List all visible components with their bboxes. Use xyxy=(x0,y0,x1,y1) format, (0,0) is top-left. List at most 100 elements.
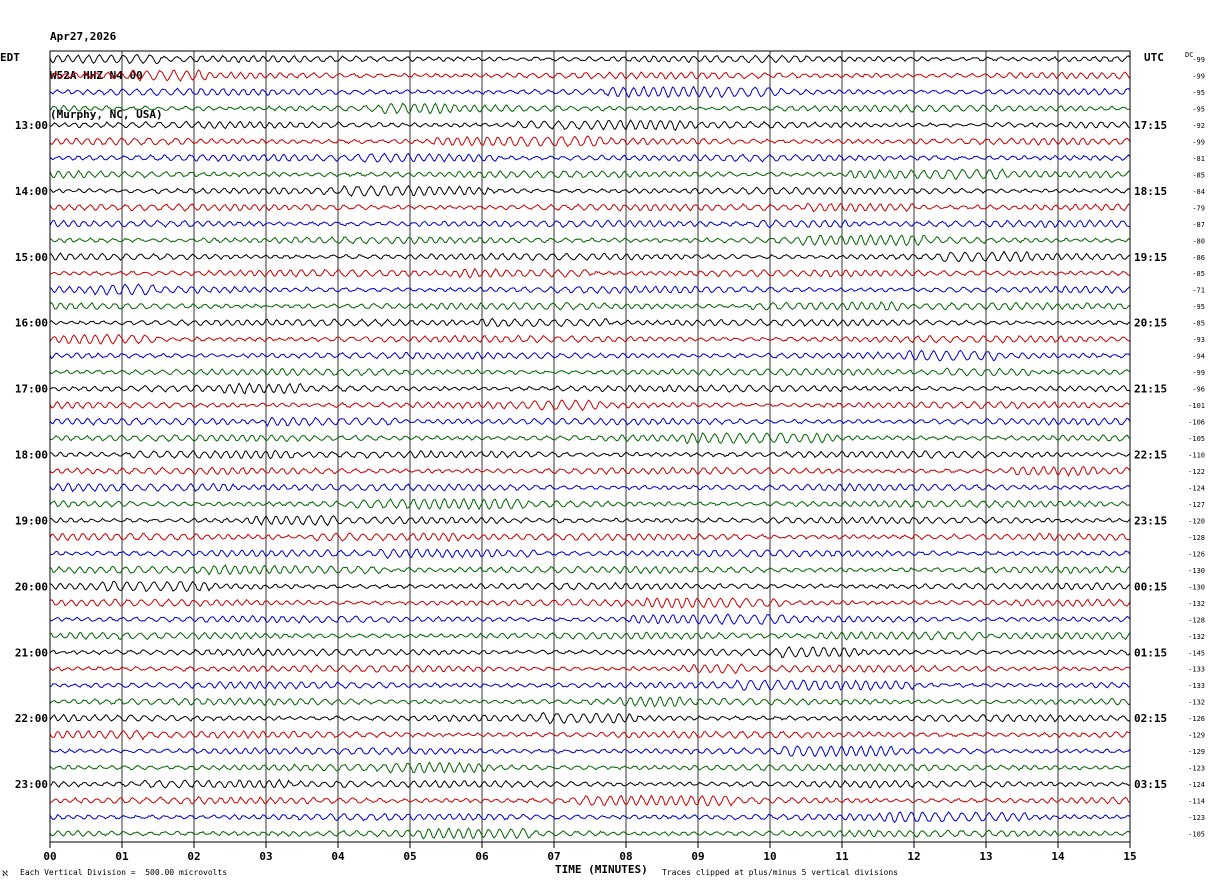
trace-row xyxy=(49,597,1131,609)
dc-offset-label: -106 xyxy=(1188,419,1205,427)
dc-offset-label: -128 xyxy=(1188,616,1205,624)
trace-row xyxy=(49,482,1131,493)
trace-row xyxy=(49,382,1131,395)
utc-time-label: 23:15 xyxy=(1134,514,1167,527)
utc-time-label: 00:15 xyxy=(1134,580,1167,593)
trace-row xyxy=(49,283,1131,296)
dc-offset-label: -132 xyxy=(1188,600,1205,608)
x-tick-label: 02 xyxy=(187,850,200,863)
utc-time-label: 22:15 xyxy=(1134,449,1167,462)
x-tick-label: 06 xyxy=(475,850,489,863)
edt-time-labels: 13:00 14:00 15:00 16:00 17:00 18:00 19:00 20:00… xyxy=(15,119,48,791)
dc-offset-label: -99 xyxy=(1192,72,1205,80)
utc-time-label: 18:15 xyxy=(1134,185,1167,198)
dc-offset-label: -85 xyxy=(1192,171,1205,179)
trace-row xyxy=(49,679,1131,691)
trace-row xyxy=(49,497,1131,511)
trace-row xyxy=(49,300,1131,312)
edt-label: EDT xyxy=(0,51,20,64)
x-tick-label: 01 xyxy=(115,850,129,863)
dc-offset-label: -123 xyxy=(1188,814,1205,822)
dc-offset-label: -80 xyxy=(1192,237,1205,245)
dc-offset-label: -79 xyxy=(1192,204,1205,212)
trace-row xyxy=(49,712,1131,725)
dc-offset-label: -126 xyxy=(1188,550,1205,558)
dc-offset-label: -86 xyxy=(1192,254,1205,262)
dc-offset-label: -130 xyxy=(1188,567,1205,575)
dc-offset-label: -110 xyxy=(1188,452,1205,460)
trace-row xyxy=(49,53,1131,65)
x-tick-label: 07 xyxy=(547,850,560,863)
dc-offset-label: -87 xyxy=(1192,221,1205,229)
trace-row xyxy=(49,202,1131,213)
dc-offset-label: -120 xyxy=(1188,517,1205,525)
x-tick-label: 05 xyxy=(403,850,416,863)
x-tick-label: 10 xyxy=(763,850,776,863)
trace-row xyxy=(49,630,1131,641)
dc-offset-label: -95 xyxy=(1192,303,1205,311)
trace-row xyxy=(49,267,1131,279)
dc-offset-label: -133 xyxy=(1188,666,1205,674)
trace-row xyxy=(49,219,1131,229)
dc-offset-label: -132 xyxy=(1188,633,1205,641)
x-tick-label: 15 xyxy=(1123,850,1136,863)
trace-row xyxy=(49,349,1131,362)
x-tick-label: 03 xyxy=(259,850,272,863)
dc-offset-label: -95 xyxy=(1192,89,1205,97)
dc-offset-label: -133 xyxy=(1188,682,1205,690)
edt-time-label: 21:00 xyxy=(15,646,48,659)
trace-row xyxy=(49,761,1131,774)
x-axis-title: TIME (MINUTES) xyxy=(555,863,648,876)
trace-row xyxy=(49,548,1131,559)
x-tick-label: 12 xyxy=(907,850,920,863)
trace-row xyxy=(49,184,1131,197)
scale-note: Each Vertical Division = 500.00 microvol… xyxy=(20,868,228,877)
edt-time-label: 22:00 xyxy=(15,712,48,725)
dc-offset-label: -99 xyxy=(1192,369,1205,377)
trace-row xyxy=(49,794,1131,807)
utc-time-label: 21:15 xyxy=(1134,383,1167,396)
edt-time-label: 14:00 xyxy=(15,185,48,198)
trace-row xyxy=(49,233,1131,247)
dc-offset-label: -124 xyxy=(1188,484,1205,492)
dc-offset-label: -95 xyxy=(1192,105,1205,113)
dc-offset-label: -105 xyxy=(1188,435,1205,443)
edt-time-label: 16:00 xyxy=(15,317,48,330)
date-label: Apr27,2026 xyxy=(50,30,117,43)
edt-time-label: 18:00 xyxy=(15,449,48,462)
edt-time-label: 23:00 xyxy=(15,778,48,791)
x-tick-label: 13 xyxy=(979,850,992,863)
x-tick-label: 09 xyxy=(691,850,704,863)
trace-row xyxy=(49,696,1131,708)
trace-row xyxy=(49,465,1131,477)
trace-row xyxy=(49,317,1131,328)
trace-row xyxy=(49,514,1131,527)
trace-row xyxy=(49,69,1131,82)
edt-time-label: 19:00 xyxy=(15,514,48,527)
trace-row xyxy=(49,399,1131,412)
edt-time-label: 20:00 xyxy=(15,580,48,593)
trace-row xyxy=(49,811,1131,824)
dc-offset-label: -71 xyxy=(1192,287,1205,295)
dc-offset-label: -129 xyxy=(1188,748,1205,756)
dc-offset-label: -81 xyxy=(1192,155,1205,163)
trace-row xyxy=(49,646,1131,659)
utc-time-label: 03:15 xyxy=(1134,778,1167,791)
dc-offset-label: -94 xyxy=(1192,353,1205,361)
trace-row xyxy=(49,135,1131,148)
trace-row xyxy=(49,250,1131,263)
dc-offset-label: -85 xyxy=(1192,320,1205,328)
trace-row xyxy=(49,613,1131,626)
utc-time-label: 20:15 xyxy=(1134,317,1167,330)
dc-offset-label: -92 xyxy=(1192,122,1205,130)
dc-offset-label: -128 xyxy=(1188,534,1205,542)
trace-row xyxy=(49,432,1131,445)
dc-offset-label: -130 xyxy=(1188,583,1205,591)
trace-row xyxy=(49,580,1131,593)
dc-offset-label: -96 xyxy=(1192,386,1205,394)
edt-time-label: 13:00 xyxy=(15,119,48,132)
seismic-traces xyxy=(49,53,1131,840)
trace-row xyxy=(49,416,1131,427)
trace-row xyxy=(49,729,1131,741)
